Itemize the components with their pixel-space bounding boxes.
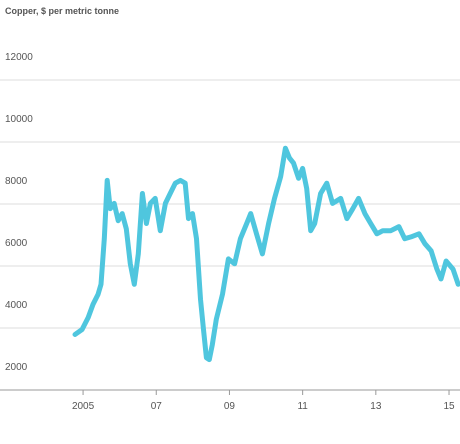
x-tick-label: 11 <box>297 401 308 412</box>
x-tick-label: 09 <box>224 401 236 412</box>
y-tick-label: 6000 <box>5 238 28 249</box>
x-tick-label: 15 <box>443 401 455 412</box>
y-tick-label: 10000 <box>5 114 33 125</box>
x-tick-label: 13 <box>370 401 382 412</box>
y-tick-label: 12000 <box>5 52 33 63</box>
y-axis-label: Copper, $ per metric tonne <box>5 6 119 16</box>
y-tick-label: 4000 <box>5 300 28 311</box>
y-tick-label: 8000 <box>5 176 28 187</box>
y-tick-label: 2000 <box>5 362 28 373</box>
x-tick-label: 2005 <box>72 401 95 412</box>
price-line <box>72 145 460 363</box>
x-tick-label: 07 <box>151 401 163 412</box>
